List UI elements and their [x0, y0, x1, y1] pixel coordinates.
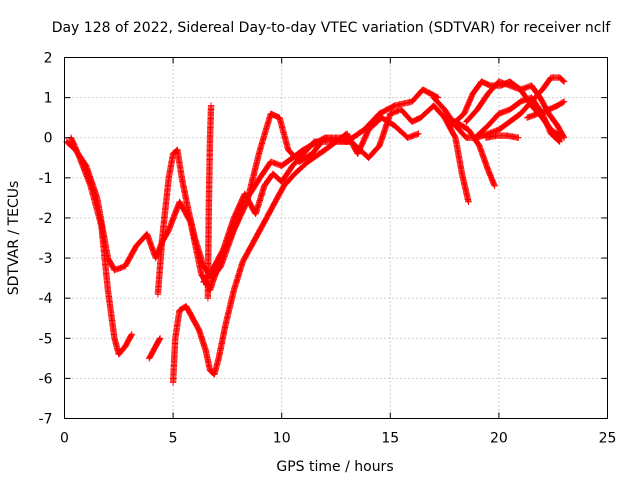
- x-tick-label: 20: [490, 431, 508, 447]
- y-tick-label: 2: [44, 51, 53, 67]
- plus-markers: [523, 98, 568, 121]
- y-axis-label: SDTVAR / TECUs: [6, 181, 22, 296]
- series-track-13: [482, 132, 522, 141]
- series-track-14: [523, 98, 568, 121]
- y-tick-label: -4: [39, 291, 53, 307]
- x-tick-label: 15: [381, 431, 399, 447]
- plus-markers: [154, 102, 472, 298]
- series-track-10: [441, 114, 498, 190]
- x-tick-label: 5: [169, 431, 178, 447]
- plus-markers: [67, 134, 135, 358]
- y-tick-label: 0: [44, 131, 53, 147]
- series-track-3: [146, 335, 164, 362]
- y-tick-label: -5: [39, 331, 53, 347]
- plus-markers: [482, 132, 522, 141]
- y-tick-label: -3: [39, 251, 53, 267]
- x-tick-label: 10: [273, 431, 291, 447]
- chart-title: Day 128 of 2022, Sidereal Day-to-day VTE…: [52, 20, 612, 36]
- x-tick-label: 0: [60, 431, 69, 447]
- x-axis-label: GPS time / hours: [276, 459, 393, 475]
- data-markers: [63, 74, 568, 386]
- y-tick-label: -2: [39, 211, 53, 227]
- y-tick-label: -1: [39, 171, 53, 187]
- x-tick-labels: 0 5 10 15 20 25: [60, 431, 616, 447]
- series-track-12: [471, 94, 563, 145]
- series-track-4: [154, 102, 472, 298]
- y-tick-label: -7: [39, 412, 53, 428]
- y-tick-labels: -7 -6 -5 -4 -3 -2 -1 0 1 2: [39, 51, 53, 428]
- plus-markers: [200, 138, 355, 286]
- y-tick-label: 1: [44, 91, 53, 107]
- axis-ticks: [64, 57, 608, 419]
- plus-markers: [471, 94, 563, 145]
- plus-markers: [441, 114, 498, 190]
- y-tick-label: -6: [39, 371, 53, 387]
- series-track-2: [67, 134, 135, 358]
- plus-markers: [146, 335, 164, 362]
- plot-frame: [64, 57, 608, 419]
- series-track-7: [200, 138, 355, 286]
- x-tick-label: 25: [599, 431, 617, 447]
